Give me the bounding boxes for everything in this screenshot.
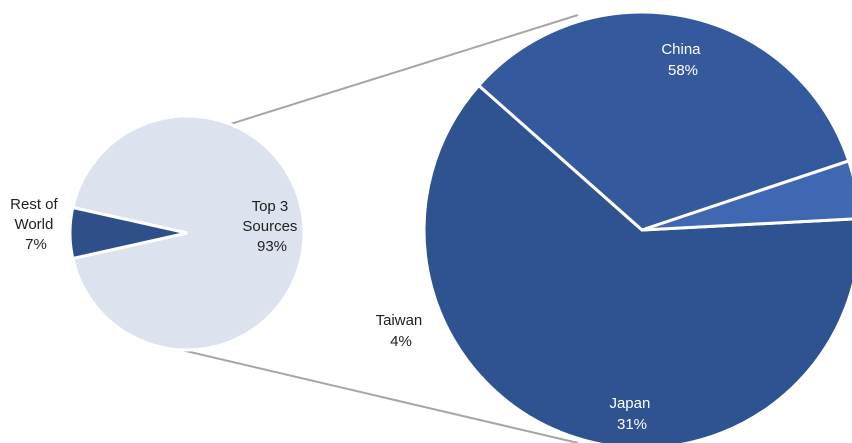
label-top-3-sources-line-2: Sources <box>242 218 297 235</box>
label-rest-of-world-line-2: World <box>14 216 53 233</box>
slice-japan <box>476 10 851 232</box>
label-top-3-sources-line-1: Top 3 <box>252 198 289 215</box>
connector-lines <box>172 14 579 443</box>
data-labels: Top 3 Sources 93% Rest of World 7% China… <box>10 41 704 433</box>
label-top-3-sources: Top 3 Sources 93% <box>242 198 301 255</box>
label-rest-of-world: Rest of World 7% <box>10 196 62 253</box>
slice-china <box>422 83 852 443</box>
label-china-line-2: 58% <box>668 62 698 79</box>
label-taiwan-line-2: 4% <box>390 333 412 350</box>
overview-pie <box>68 114 306 352</box>
slice-top-3-sources <box>71 114 306 352</box>
label-top-3-sources-line-3: 93% <box>257 238 287 255</box>
label-taiwan-line-1: Taiwan <box>376 312 423 329</box>
label-taiwan: Taiwan 4% <box>376 312 427 350</box>
slice-taiwan <box>641 158 852 232</box>
label-rest-of-world-line-1: Rest of <box>10 196 58 213</box>
connector-line-top <box>172 14 579 143</box>
connector-line-bottom <box>172 347 579 443</box>
label-japan-line-2: 31% <box>617 416 647 433</box>
slice-rest-of-world <box>68 205 188 261</box>
label-japan: Japan 31% <box>609 395 654 433</box>
breakdown-pie <box>422 10 852 443</box>
label-japan-line-1: Japan <box>609 395 650 412</box>
label-rest-of-world-line-3: 7% <box>25 236 47 253</box>
label-china-line-1: China <box>661 41 701 58</box>
label-china: China 58% <box>661 41 704 79</box>
